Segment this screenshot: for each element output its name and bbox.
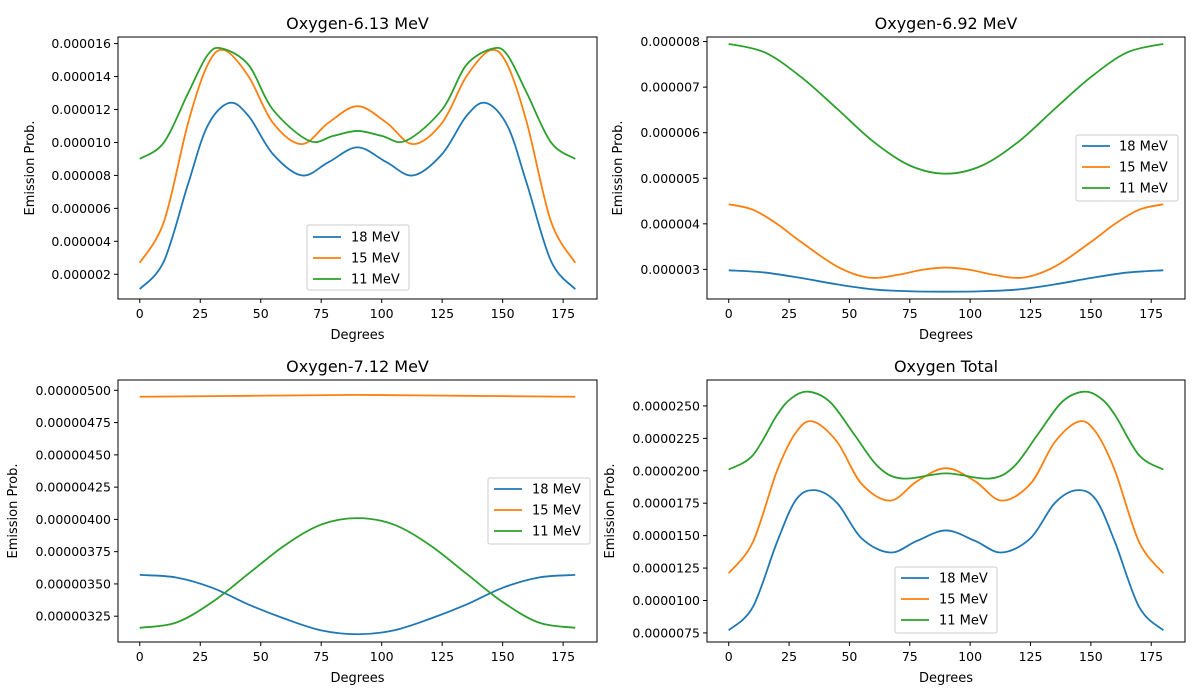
legend-label-18-mev: 18 MeV: [532, 483, 581, 498]
x-tick-label: 25: [192, 649, 208, 664]
y-axis-label: Emission Prob.: [6, 464, 21, 559]
y-tick-label: 0.000008: [640, 34, 700, 49]
x-tick-label: 25: [781, 306, 797, 321]
x-tick-label: 75: [902, 649, 918, 664]
y-tick-label: 0.0000175: [632, 496, 700, 511]
y-tick-label: 0.00000475: [35, 415, 111, 430]
y-tick-label: 0.000010: [51, 135, 111, 150]
x-tick-label: 75: [902, 306, 918, 321]
y-axis-label: Emission Prob.: [603, 464, 618, 559]
x-tick-label: 175: [551, 649, 575, 664]
legend-label-15-mev: 15 MeV: [532, 504, 581, 519]
legend-label-18-mev: 18 MeV: [351, 231, 400, 246]
x-tick-label: 150: [1079, 306, 1103, 321]
x-axis-label: Degrees: [330, 328, 384, 343]
chart-title: Oxygen-6.92 MeV: [875, 14, 1018, 33]
legend: 18 MeV 15 MeV 11 MeV: [488, 478, 590, 544]
legend-label-18-mev: 18 MeV: [1119, 140, 1168, 155]
legend: 18 MeV 15 MeV 11 MeV: [1076, 135, 1178, 201]
legend: 18 MeV 15 MeV 11 MeV: [895, 567, 997, 633]
x-tick-label: 175: [1139, 306, 1163, 321]
x-axis-label: Degrees: [330, 671, 384, 686]
y-tick-label: 0.000007: [640, 80, 700, 95]
x-tick-label: 50: [253, 649, 269, 664]
y-tick-label: 0.0000250: [632, 398, 700, 413]
y-tick-label: 0.0000225: [632, 431, 700, 446]
y-tick-label: 0.00000450: [35, 447, 111, 462]
x-tick-label: 0: [725, 649, 733, 664]
x-tick-label: 125: [1019, 649, 1043, 664]
y-tick-label: 0.000006: [640, 125, 700, 140]
y-tick-label: 0.000012: [51, 102, 111, 117]
chart-title: Oxygen Total: [894, 357, 998, 376]
x-tick-label: 0: [725, 306, 733, 321]
chart-title: Oxygen-7.12 MeV: [286, 357, 429, 376]
y-tick-label: 0.0000125: [632, 561, 700, 576]
x-tick-label: 125: [430, 306, 454, 321]
legend-label-15-mev: 15 MeV: [939, 593, 988, 608]
chart-title: Oxygen-6.13 MeV: [286, 14, 429, 33]
x-tick-label: 150: [1079, 649, 1103, 664]
y-axis-label: Emission Prob.: [611, 121, 626, 216]
y-tick-label: 0.00000425: [35, 480, 111, 495]
x-tick-label: 100: [958, 306, 982, 321]
x-tick-label: 25: [192, 306, 208, 321]
legend-label-11-mev: 11 MeV: [532, 525, 581, 540]
x-tick-label: 125: [430, 649, 454, 664]
y-tick-label: 0.0000075: [632, 625, 700, 640]
legend-label-11-mev: 11 MeV: [939, 614, 988, 629]
legend: 18 MeV 15 MeV 11 MeV: [307, 225, 409, 290]
y-tick-label: 0.000002: [51, 267, 111, 282]
y-tick-label: 0.0000200: [632, 463, 700, 478]
y-tick-label: 0.000004: [51, 234, 111, 249]
y-tick-label: 0.000006: [51, 201, 111, 216]
legend-label-11-mev: 11 MeV: [1119, 182, 1168, 197]
y-tick-label: 0.00000375: [35, 544, 111, 559]
x-tick-label: 50: [253, 306, 269, 321]
x-tick-label: 50: [841, 306, 857, 321]
x-tick-label: 175: [1139, 649, 1163, 664]
x-tick-label: 0: [136, 649, 144, 664]
y-tick-label: 0.000014: [51, 69, 111, 84]
x-tick-label: 75: [313, 306, 329, 321]
y-tick-label: 0.000008: [51, 168, 111, 183]
legend-label-15-mev: 15 MeV: [351, 252, 400, 267]
y-tick-label: 0.000005: [640, 171, 700, 186]
x-tick-label: 25: [781, 649, 797, 664]
x-axis-label: Degrees: [919, 328, 973, 343]
y-tick-label: 0.000004: [640, 216, 700, 231]
x-tick-label: 150: [491, 306, 515, 321]
legend-label-18-mev: 18 MeV: [939, 572, 988, 587]
x-tick-label: 100: [370, 306, 394, 321]
x-tick-label: 125: [1019, 306, 1043, 321]
y-tick-label: 0.00000400: [35, 512, 111, 527]
y-tick-label: 0.000003: [640, 262, 700, 277]
x-tick-label: 50: [841, 649, 857, 664]
y-tick-label: 0.0000150: [632, 528, 700, 543]
x-tick-label: 150: [491, 649, 515, 664]
x-tick-label: 0: [136, 306, 144, 321]
y-tick-label: 0.000016: [51, 36, 111, 51]
y-axis-label: Emission Prob.: [23, 121, 38, 216]
y-tick-label: 0.00000325: [35, 609, 111, 624]
x-tick-label: 100: [958, 649, 982, 664]
x-tick-label: 75: [313, 649, 329, 664]
x-axis-label: Degrees: [919, 671, 973, 686]
x-tick-label: 100: [370, 649, 394, 664]
legend-label-11-mev: 11 MeV: [351, 273, 400, 288]
y-tick-label: 0.00000350: [35, 576, 111, 591]
y-tick-label: 0.00000500: [35, 383, 111, 398]
x-tick-label: 175: [551, 306, 575, 321]
legend-label-15-mev: 15 MeV: [1119, 161, 1168, 176]
y-tick-label: 0.0000100: [632, 593, 700, 608]
